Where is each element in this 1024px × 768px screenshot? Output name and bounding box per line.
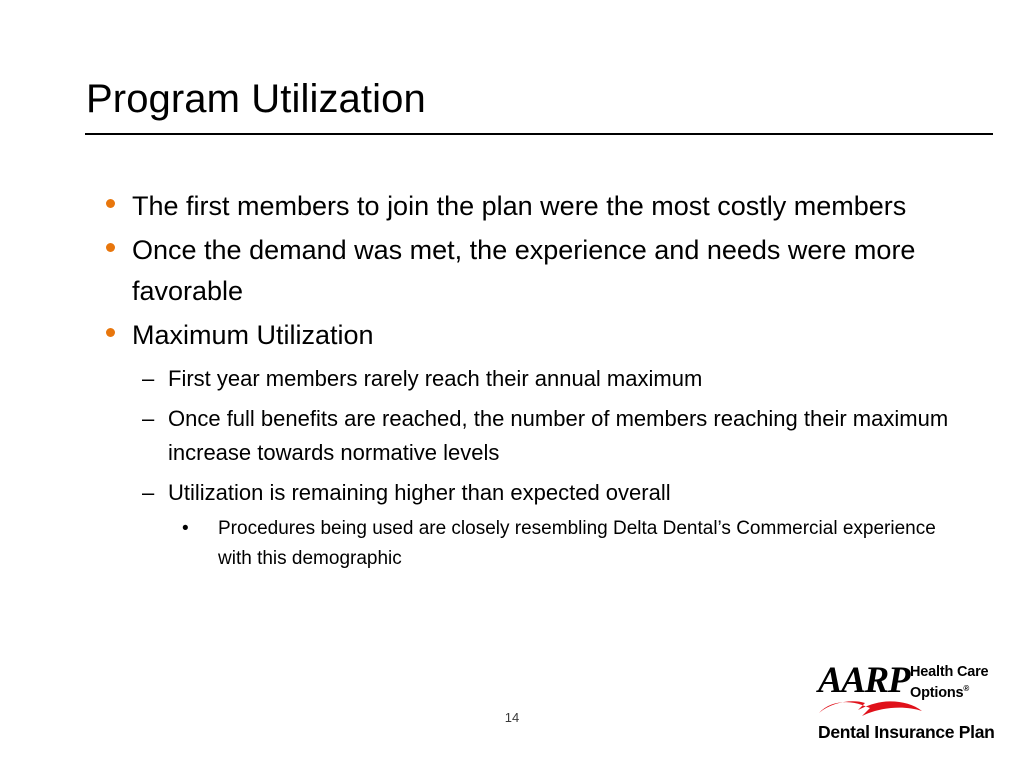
slide-body: The first members to join the plan were … [0, 186, 1024, 574]
bullet-dot-icon [106, 199, 115, 208]
bullet-text: First year members rarely reach their an… [168, 366, 703, 391]
bullet-small-dot-icon: • [182, 518, 189, 539]
logo-subtitle-line1: Health Care [910, 664, 989, 680]
logo-tagline: Dental Insurance Plan [818, 722, 995, 742]
page-title: Program Utilization [86, 76, 426, 121]
registered-trademark-icon: ® [963, 683, 970, 693]
bullet-level1: The first members to join the plan were … [0, 186, 1024, 227]
logo-subtitle-line2: Options [910, 684, 964, 701]
bullet-text: Utilization is remaining higher than exp… [168, 480, 671, 505]
title-divider [85, 133, 993, 135]
bullet-dash-icon: – [142, 366, 155, 391]
bullet-text: Once full benefits are reached, the numb… [168, 406, 949, 465]
aarp-swoosh-icon [819, 701, 922, 716]
bullet-level3: • Procedures being used are closely rese… [0, 514, 1024, 574]
bullet-dot-icon [106, 243, 115, 252]
bullet-dash-icon: – [142, 406, 155, 431]
bullet-text: Maximum Utilization [132, 320, 374, 350]
logo-top-row: AARP Health Care Options® [818, 662, 1008, 702]
slide-page-number: 14 [504, 710, 520, 725]
bullet-level2: – Once full benefits are reached, the nu… [0, 402, 1024, 470]
bullet-level2: – First year members rarely reach their … [0, 362, 1024, 396]
aarp-wordmark: AARP [818, 660, 910, 701]
aarp-dental-logo: AARP Health Care Options® Dental Insuran… [818, 662, 1008, 758]
bullet-text: Procedures being used are closely resemb… [218, 518, 936, 569]
bullet-text: The first members to join the plan were … [132, 191, 907, 221]
bullet-level1: Maximum Utilization [0, 315, 1024, 356]
bullet-level1: Once the demand was met, the experience … [0, 230, 1024, 312]
logo-subtitle: Health Care Options® [910, 664, 989, 701]
bullet-text: Once the demand was met, the experience … [132, 235, 916, 306]
bullet-level2: – Utilization is remaining higher than e… [0, 476, 1024, 510]
bullet-dot-icon [106, 328, 115, 337]
bullet-dash-icon: – [142, 480, 155, 505]
